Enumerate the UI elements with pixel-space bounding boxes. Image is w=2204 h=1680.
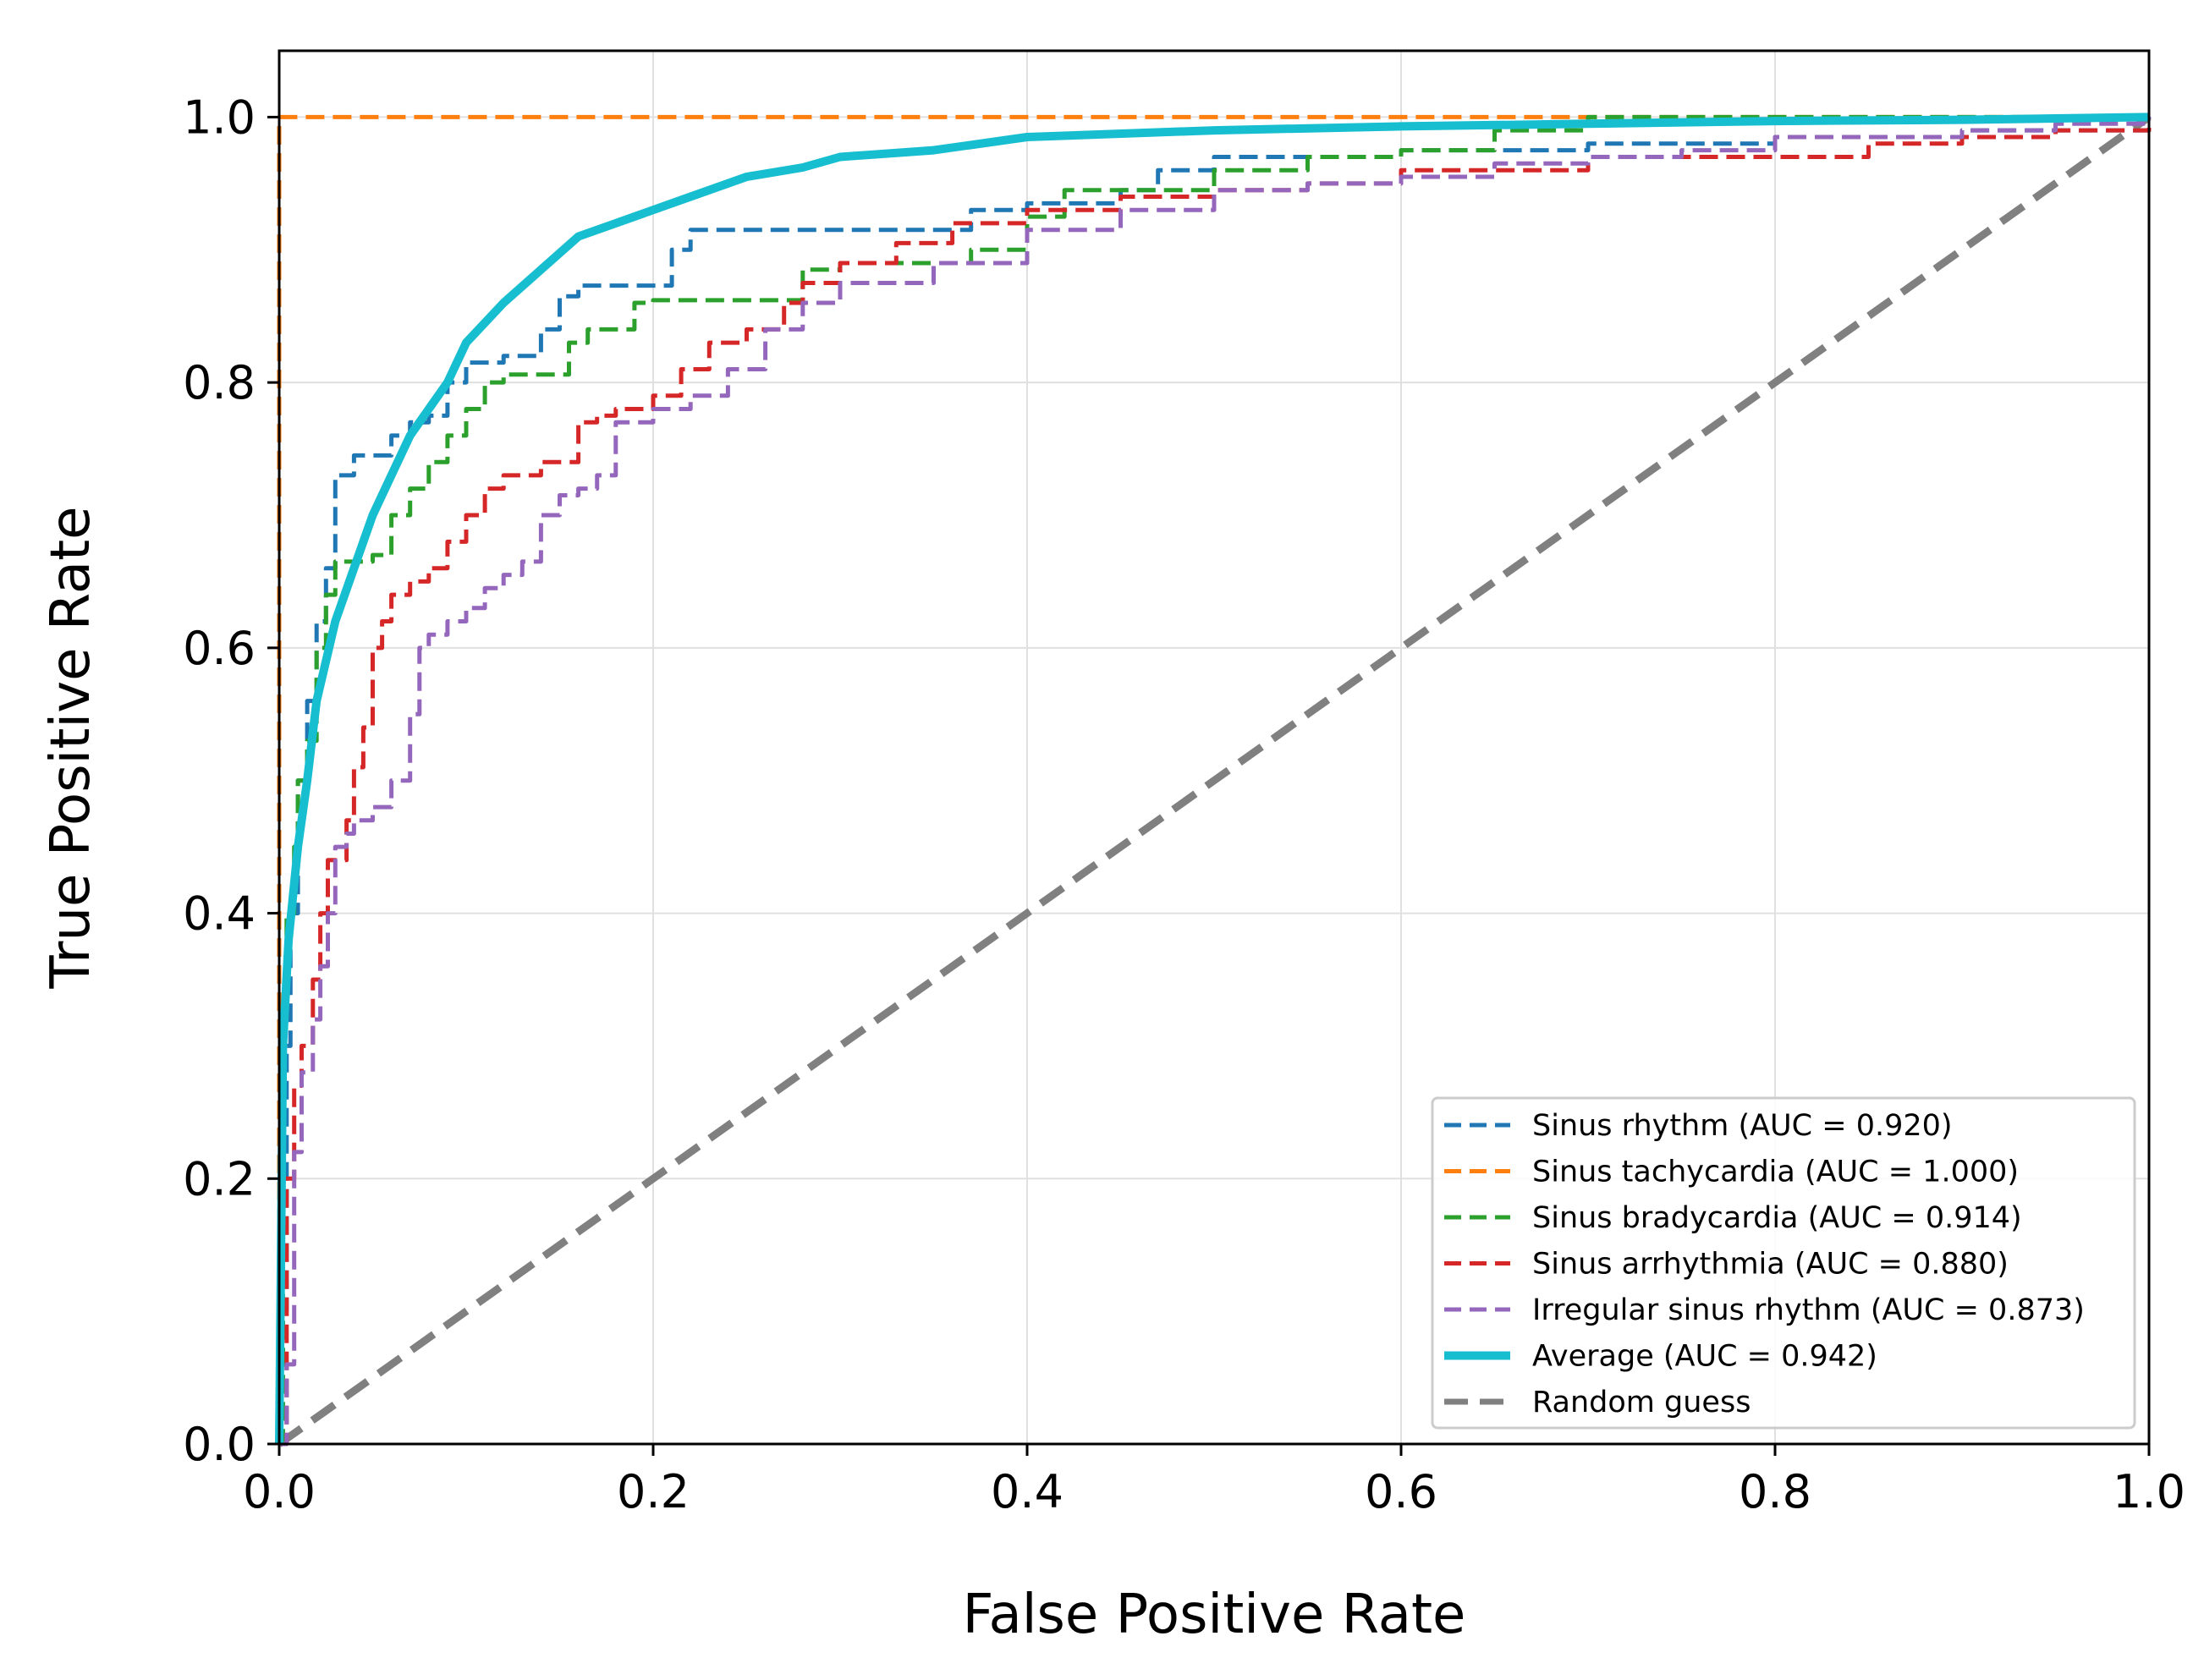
series-line-random-guess — [277, 113, 2152, 1447]
x-tick-label: 0.8 — [1739, 1465, 1811, 1518]
legend-label-sinus-arrhythmia: Sinus arrhythmia (AUC = 0.880) — [1532, 1248, 2009, 1282]
series-line-irregular-sinus-rhythm — [279, 117, 2152, 1447]
legend: Sinus rhythm (AUC = 0.920) Sinus tachycar… — [1431, 1096, 2136, 1430]
grid — [278, 51, 2150, 1445]
legend-label-sinus-tachycardia: Sinus tachycardia (AUC = 1.000) — [1532, 1156, 2019, 1189]
y-tick-label: 0.0 — [183, 1418, 256, 1471]
series-line-sinus-rhythm — [279, 117, 2152, 1447]
plot-frame — [278, 49, 2151, 1446]
legend-label-sinus-bradycardia: Sinus bradycardia (AUC = 0.914) — [1532, 1201, 2022, 1235]
x-tick-label: 0.2 — [617, 1465, 690, 1518]
series-line-sinus-arrhythmia — [279, 117, 2152, 1447]
legend-label-average: Average (AUC = 0.942) — [1532, 1340, 1877, 1374]
x-tick-label: 0.6 — [1365, 1465, 1437, 1518]
legend-label-irregular-sinus-rhythm: Irregular sinus rhythm (AUC = 0.873) — [1532, 1293, 2085, 1327]
x-axis-title: False Positive Rate — [963, 1584, 1466, 1646]
y-tick-label: 0.2 — [183, 1152, 256, 1205]
y-tick-label: 0.6 — [183, 622, 256, 675]
series-line-sinus-bradycardia — [279, 114, 2149, 1447]
x-tick-label: 0.0 — [243, 1465, 316, 1518]
x-tick-label: 1.0 — [2113, 1465, 2185, 1518]
y-tick-label: 0.8 — [183, 356, 256, 409]
y-tick-label: 1.0 — [183, 91, 256, 144]
y-tick-label: 0.4 — [183, 887, 256, 941]
y-axis-title: True Positive Rate — [40, 506, 102, 989]
legend-label-sinus-rhythm: Sinus rhythm (AUC = 0.920) — [1532, 1109, 1953, 1143]
axis-ticks: 0.0 0.2 0.4 0.6 0.8 1.0 0.0 0.2 0.4 0.6 0.8 1.0 — [183, 91, 2185, 1518]
legend-label-random-guess: Random guess — [1532, 1386, 1751, 1419]
series-line-average — [275, 113, 2150, 1445]
x-tick-label: 0.4 — [991, 1465, 1064, 1518]
legend-box — [1431, 1096, 2136, 1430]
